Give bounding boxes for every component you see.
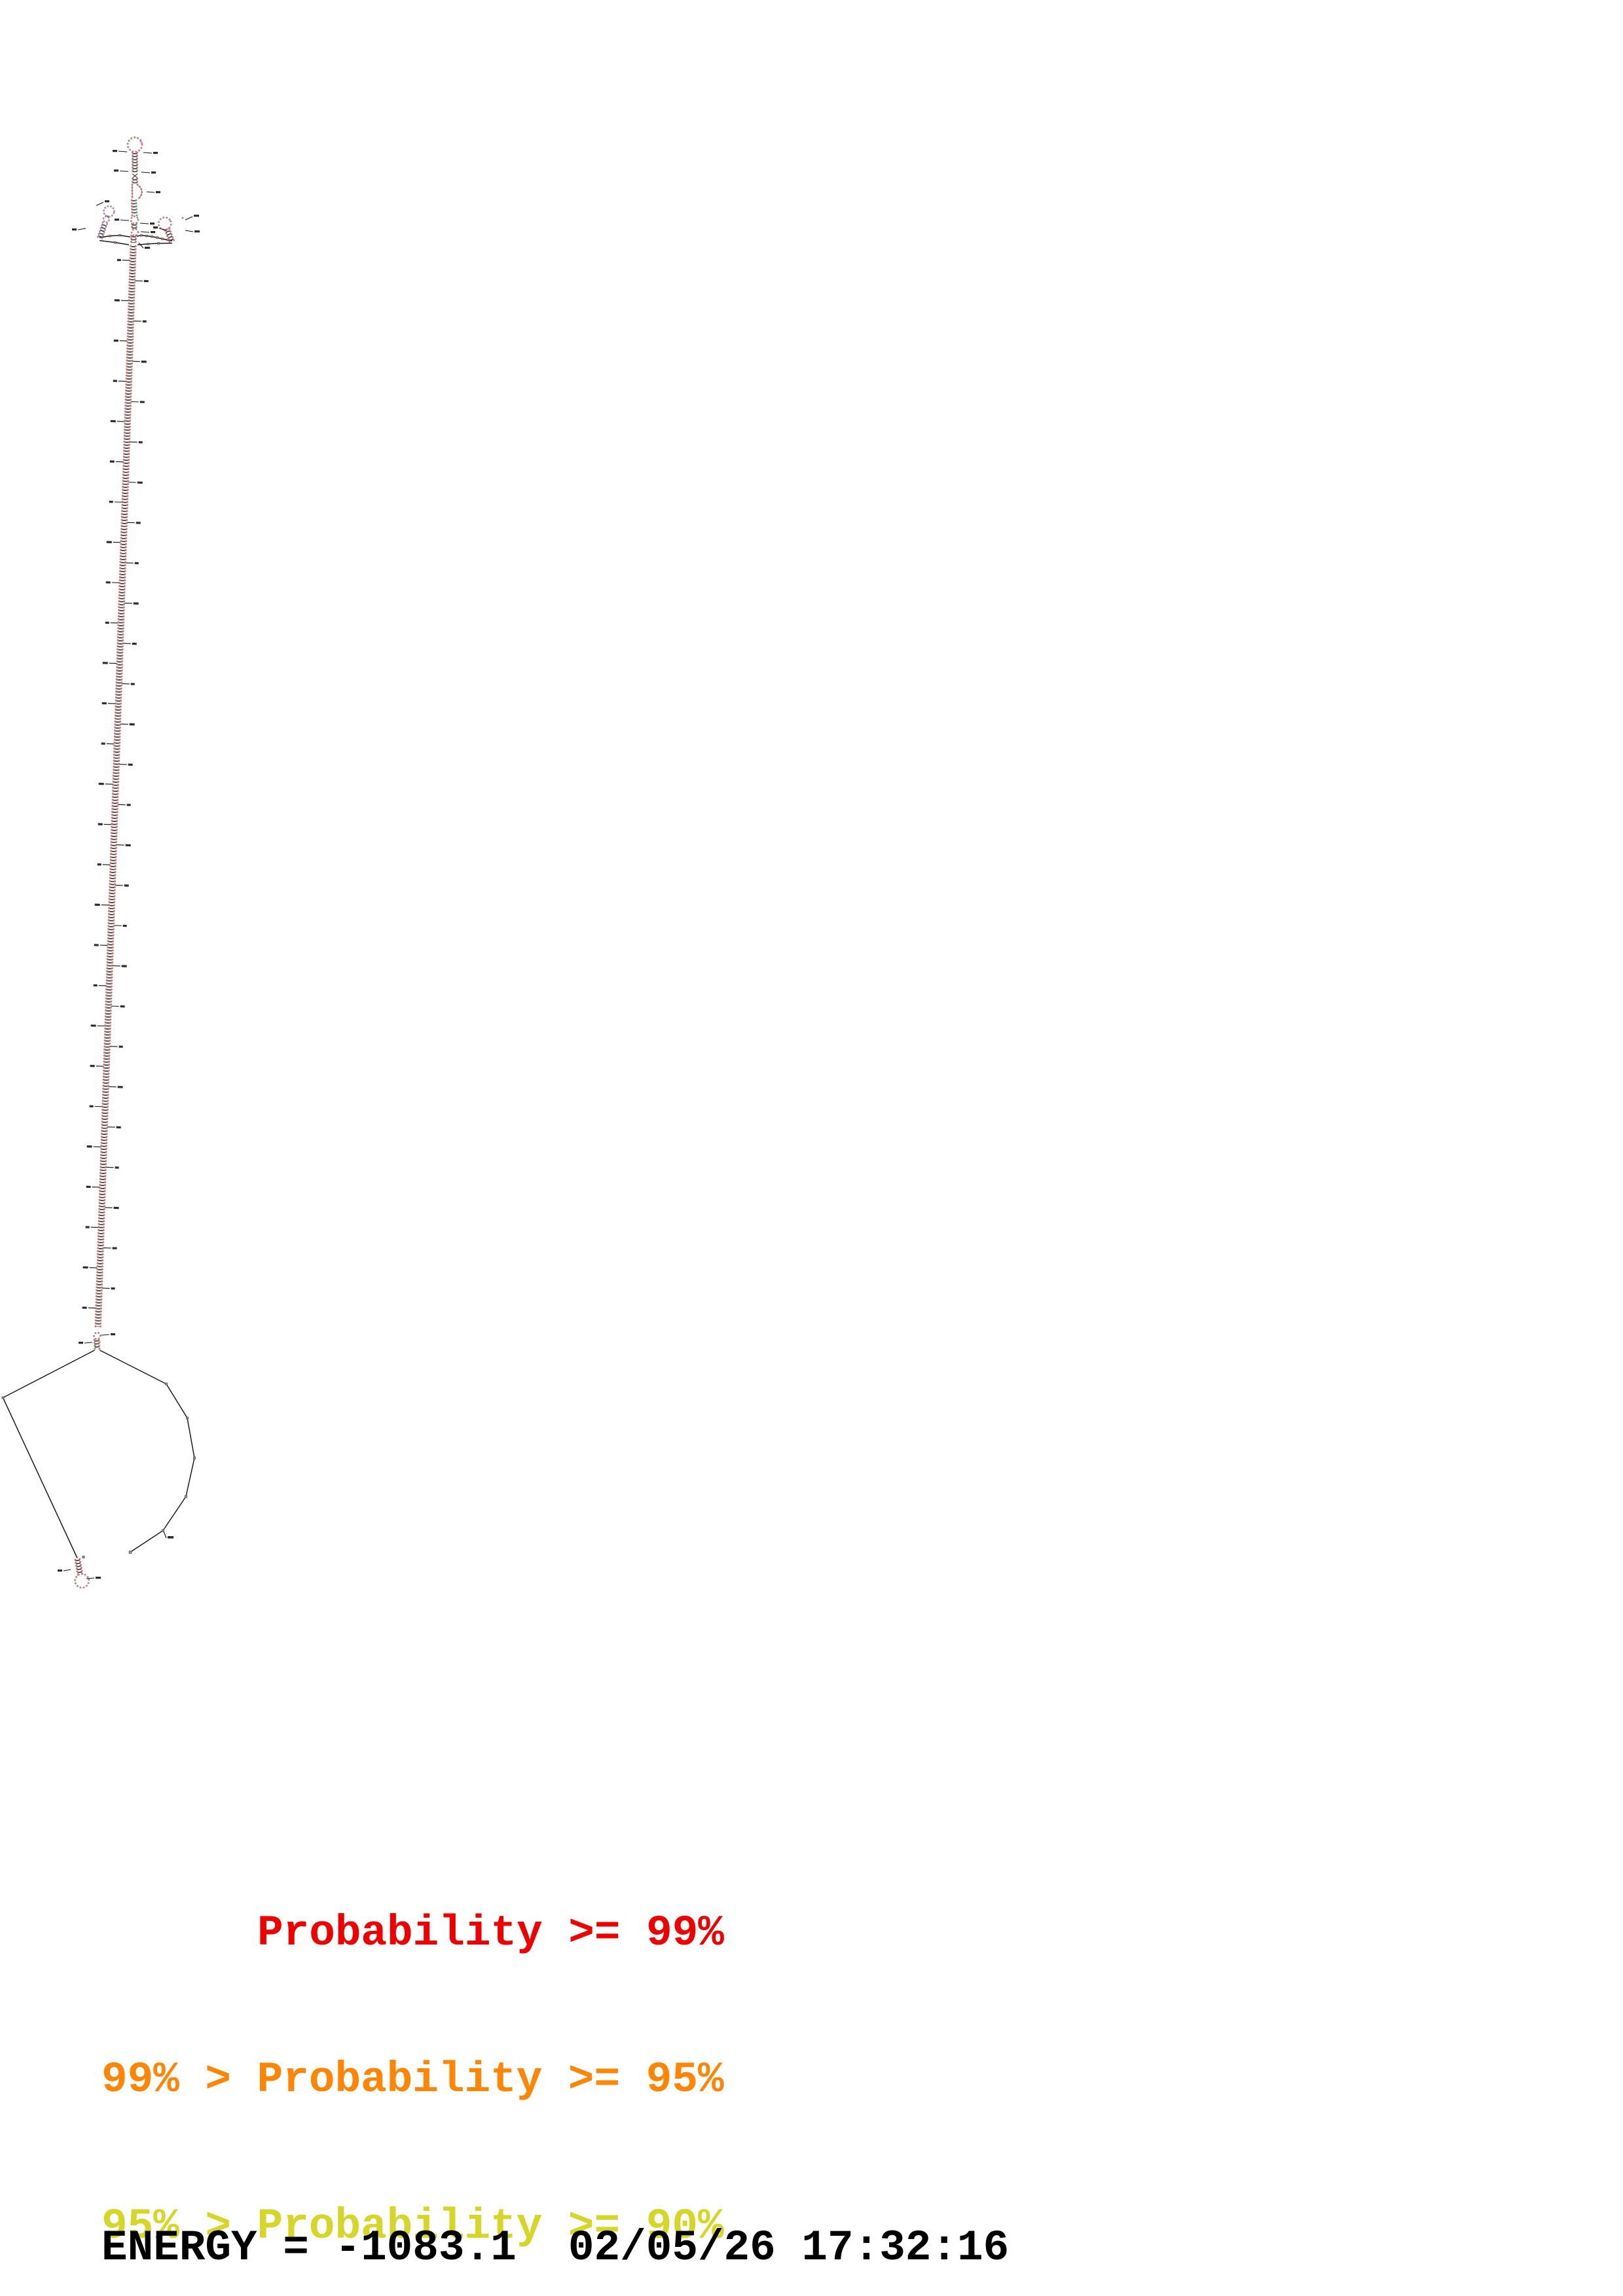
legend-row-3: 95% > Probability >= 90%	[101, 2201, 724, 2251]
mid-stem-green	[115, 199, 155, 245]
right-hairpin	[153, 215, 200, 243]
bottom-hairpin	[58, 1556, 101, 1589]
probability-legend: Probability >= 99% 99% > Probability >= …	[101, 1812, 724, 2296]
multiloop-junction	[99, 234, 173, 249]
hairpin-loop-top	[113, 136, 158, 154]
stem-bottom	[79, 1331, 115, 1350]
energy-caption: ENERGY = -1083.1 02/05/26 17:32:16	[101, 2223, 1010, 2272]
chain-end-dot	[128, 1551, 132, 1554]
rna-structure-plot	[1, 136, 200, 1589]
legend-row-1: Probability >= 99%	[257, 1909, 724, 1958]
upper-stem	[114, 151, 156, 185]
legend-row-2: 99% > Probability >= 95%	[101, 2054, 724, 2104]
left-hairpin	[72, 200, 115, 240]
main-stem	[82, 245, 149, 1329]
right-bulge	[131, 183, 160, 200]
exterior-loop	[1, 1350, 196, 1558]
stem-tick-marks	[82, 259, 149, 1309]
